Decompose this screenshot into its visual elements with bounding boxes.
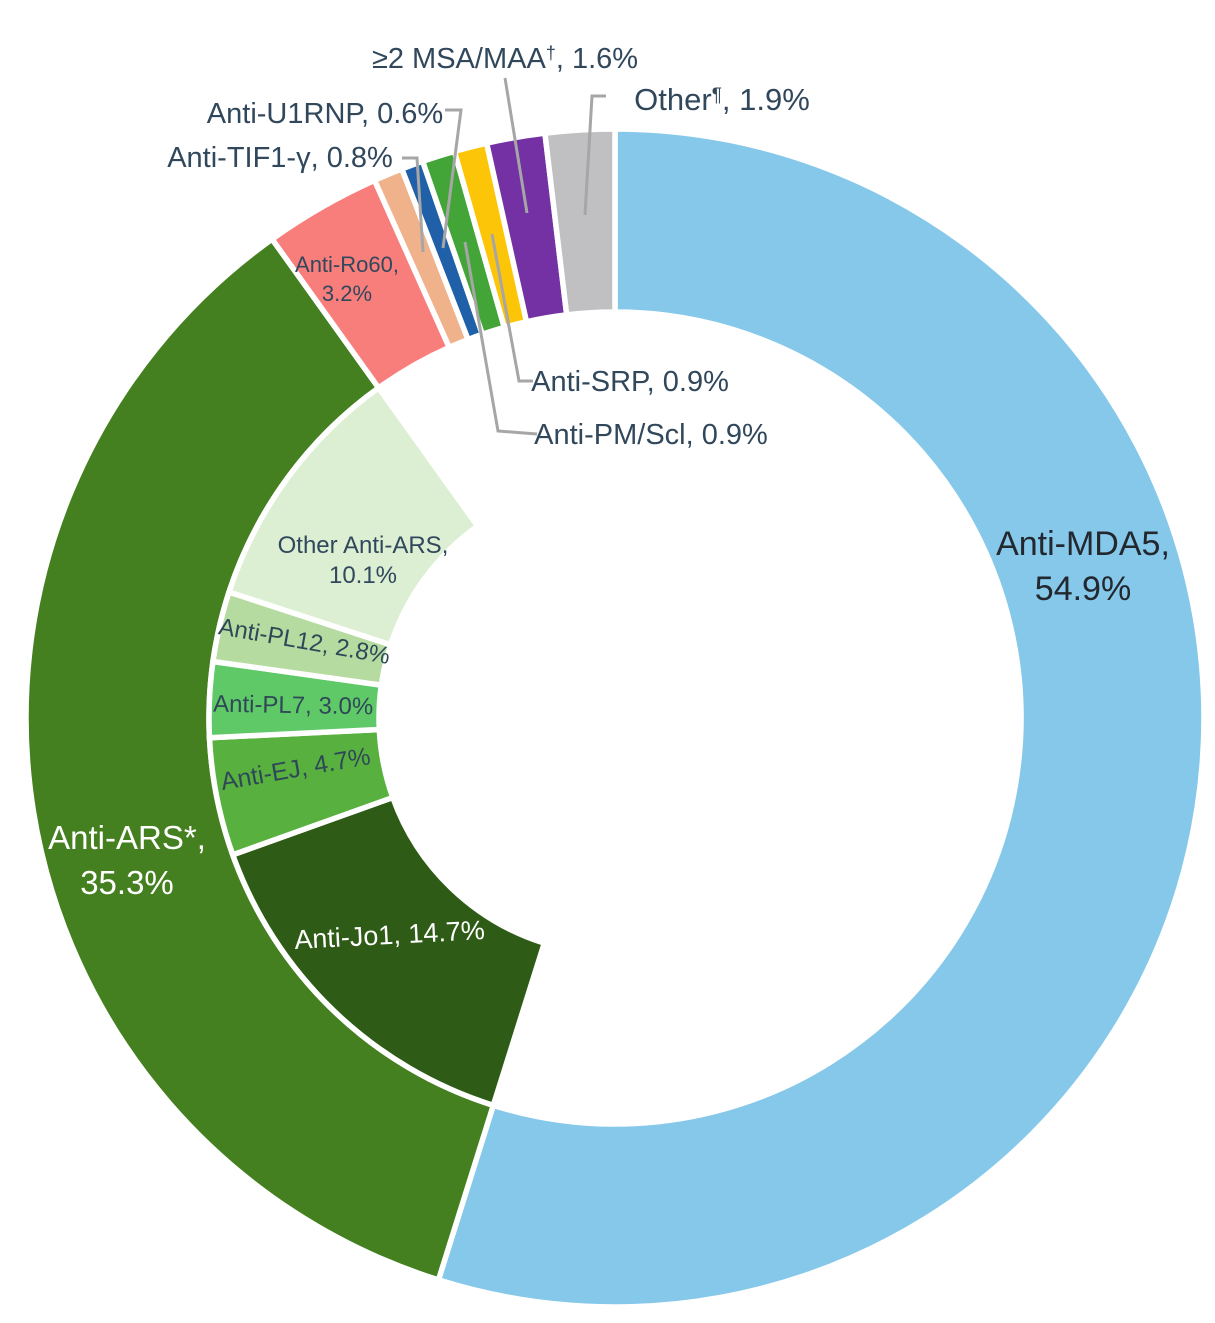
- leader-line-anti-tif1-gamma: [402, 156, 425, 253]
- slice-other-anti-ars: [225, 384, 482, 649]
- slice-label-anti-pl7: Anti-PL7, 3.0%: [213, 691, 374, 721]
- leader-line-msa-maa-2plus: [503, 77, 529, 214]
- leader-line-anti-u1rnp: [441, 108, 463, 249]
- callout-label-anti-srp: Anti-SRP, 0.9%: [531, 366, 729, 398]
- callout-label-msa-maa-2plus: ≥2 MSA/MAA†, 1.6%: [372, 43, 638, 75]
- slice-label-anti-ars: Anti-ARS*, 35.3%: [48, 819, 206, 901]
- slice-label-anti-ro60: Anti-Ro60, 3.2%: [295, 252, 399, 306]
- slice-other: [541, 126, 618, 318]
- callout-label-anti-pm-scl: Anti-PM/Scl, 0.9%: [534, 419, 768, 451]
- slice-label-anti-mda5: Anti-MDA5, 54.9%: [996, 525, 1170, 608]
- callout-label-anti-tif1-gamma: Anti-TIF1-γ, 0.8%: [167, 142, 393, 174]
- slice-label-other-anti-ars: Other Anti-ARS, 10.1%: [278, 532, 449, 589]
- slice-anti-jo1: [229, 794, 548, 1109]
- callout-label-other: Other¶, 1.9%: [634, 82, 810, 117]
- callout-label-anti-u1rnp: Anti-U1RNP, 0.6%: [207, 98, 443, 130]
- slice-anti-mda5: [435, 126, 1207, 1310]
- leader-line-anti-srp: [490, 233, 533, 383]
- leader-line-other: [583, 94, 606, 216]
- leader-line-anti-pm-scl: [463, 241, 538, 436]
